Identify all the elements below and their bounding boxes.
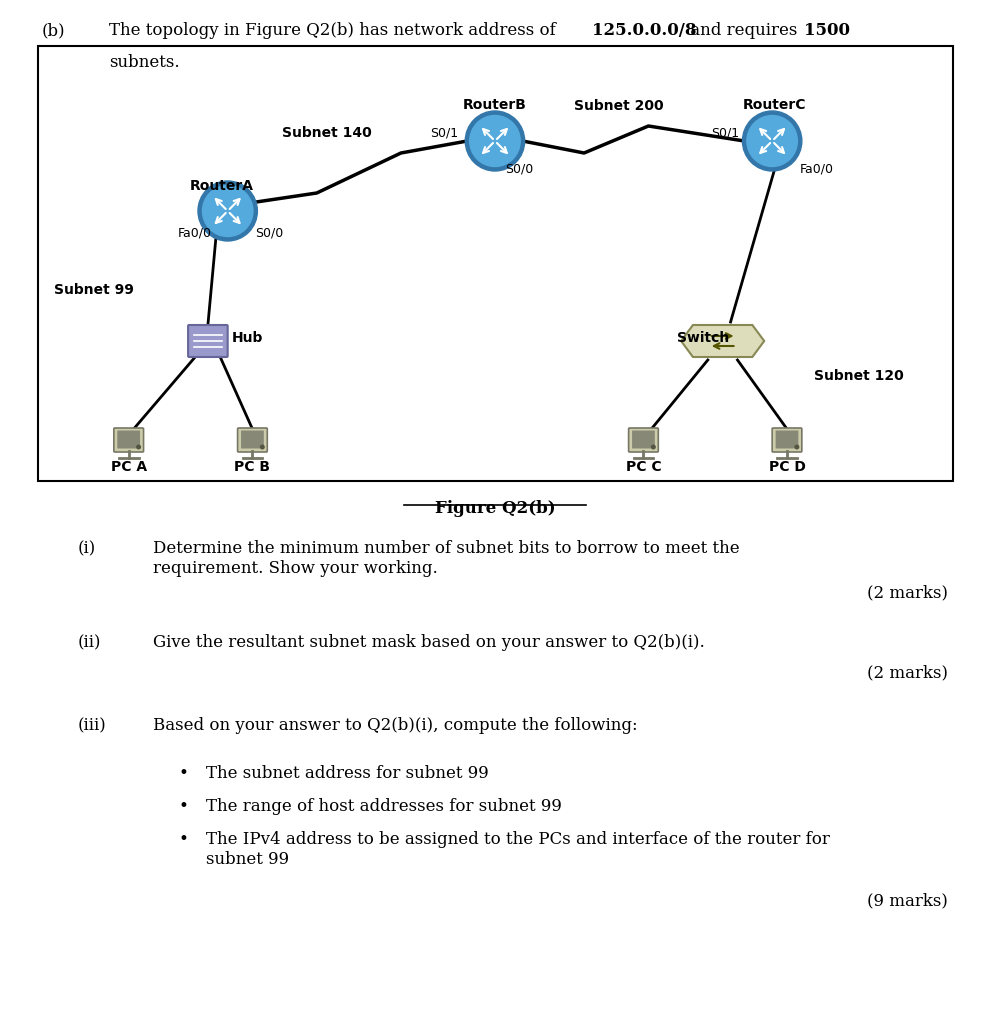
Circle shape: [261, 446, 264, 449]
Text: The subnet address for subnet 99: The subnet address for subnet 99: [206, 764, 489, 782]
Text: (ii): (ii): [77, 633, 101, 650]
Circle shape: [652, 446, 655, 449]
Text: PC B: PC B: [234, 460, 270, 473]
Polygon shape: [681, 326, 764, 358]
Circle shape: [137, 446, 140, 449]
Circle shape: [742, 112, 802, 172]
Text: Give the resultant subnet mask based on your answer to Q2(b)(i).: Give the resultant subnet mask based on …: [153, 633, 705, 650]
Text: Subnet 99: Subnet 99: [54, 283, 134, 296]
Text: (9 marks): (9 marks): [867, 891, 948, 908]
Text: Fa0/0: Fa0/0: [800, 162, 834, 175]
FancyBboxPatch shape: [241, 431, 264, 449]
Text: RouterA: RouterA: [190, 179, 254, 193]
Circle shape: [795, 446, 799, 449]
FancyBboxPatch shape: [629, 429, 658, 453]
Text: S0/0: S0/0: [255, 225, 284, 239]
Text: The IPv4 address to be assigned to the PCs and interface of the router for
subne: The IPv4 address to be assigned to the P…: [206, 830, 830, 866]
Text: S0/1: S0/1: [431, 126, 459, 139]
FancyBboxPatch shape: [114, 429, 144, 453]
Text: S0/0: S0/0: [505, 162, 533, 175]
Text: Fa0/0: Fa0/0: [178, 225, 212, 239]
Text: The topology in Figure Q2(b) has network address of: The topology in Figure Q2(b) has network…: [109, 22, 561, 39]
FancyBboxPatch shape: [188, 326, 228, 358]
Text: RouterB: RouterB: [463, 98, 527, 112]
FancyBboxPatch shape: [238, 429, 267, 453]
Text: S0/1: S0/1: [711, 126, 739, 139]
Text: •: •: [178, 764, 188, 782]
Text: subnets.: subnets.: [109, 54, 180, 71]
FancyBboxPatch shape: [38, 47, 953, 481]
Text: (i): (i): [77, 540, 95, 556]
Text: Determine the minimum number of subnet bits to borrow to meet the
requirement. S: Determine the minimum number of subnet b…: [153, 540, 740, 576]
Text: PC A: PC A: [111, 460, 147, 473]
Text: (b): (b): [42, 22, 65, 39]
Text: •: •: [178, 830, 188, 847]
Circle shape: [465, 112, 525, 172]
Text: (2 marks): (2 marks): [867, 663, 948, 680]
Text: Subnet 140: Subnet 140: [282, 126, 372, 140]
Text: (2 marks): (2 marks): [867, 583, 948, 601]
FancyBboxPatch shape: [772, 429, 802, 453]
FancyBboxPatch shape: [776, 431, 798, 449]
Circle shape: [470, 116, 520, 168]
Text: PC D: PC D: [769, 460, 805, 473]
Text: Based on your answer to Q2(b)(i), compute the following:: Based on your answer to Q2(b)(i), comput…: [153, 716, 638, 733]
Text: The range of host addresses for subnet 99: The range of host addresses for subnet 9…: [206, 798, 562, 814]
Text: and requires: and requires: [685, 22, 803, 39]
Text: •: •: [178, 798, 188, 814]
Circle shape: [202, 186, 253, 238]
Text: 1500: 1500: [804, 22, 850, 39]
Text: PC C: PC C: [626, 460, 661, 473]
Circle shape: [747, 116, 797, 168]
Text: Switch: Switch: [677, 331, 729, 345]
FancyBboxPatch shape: [117, 431, 140, 449]
Circle shape: [198, 182, 257, 242]
Text: Subnet 120: Subnet 120: [814, 369, 903, 382]
Text: Figure Q2(b): Figure Q2(b): [435, 499, 555, 517]
Text: Hub: Hub: [232, 331, 263, 345]
Text: (iii): (iii): [77, 716, 106, 733]
FancyBboxPatch shape: [632, 431, 655, 449]
Text: 125.0.0.0/8: 125.0.0.0/8: [592, 22, 696, 39]
Text: Subnet 200: Subnet 200: [574, 99, 664, 113]
Text: RouterC: RouterC: [742, 98, 806, 112]
